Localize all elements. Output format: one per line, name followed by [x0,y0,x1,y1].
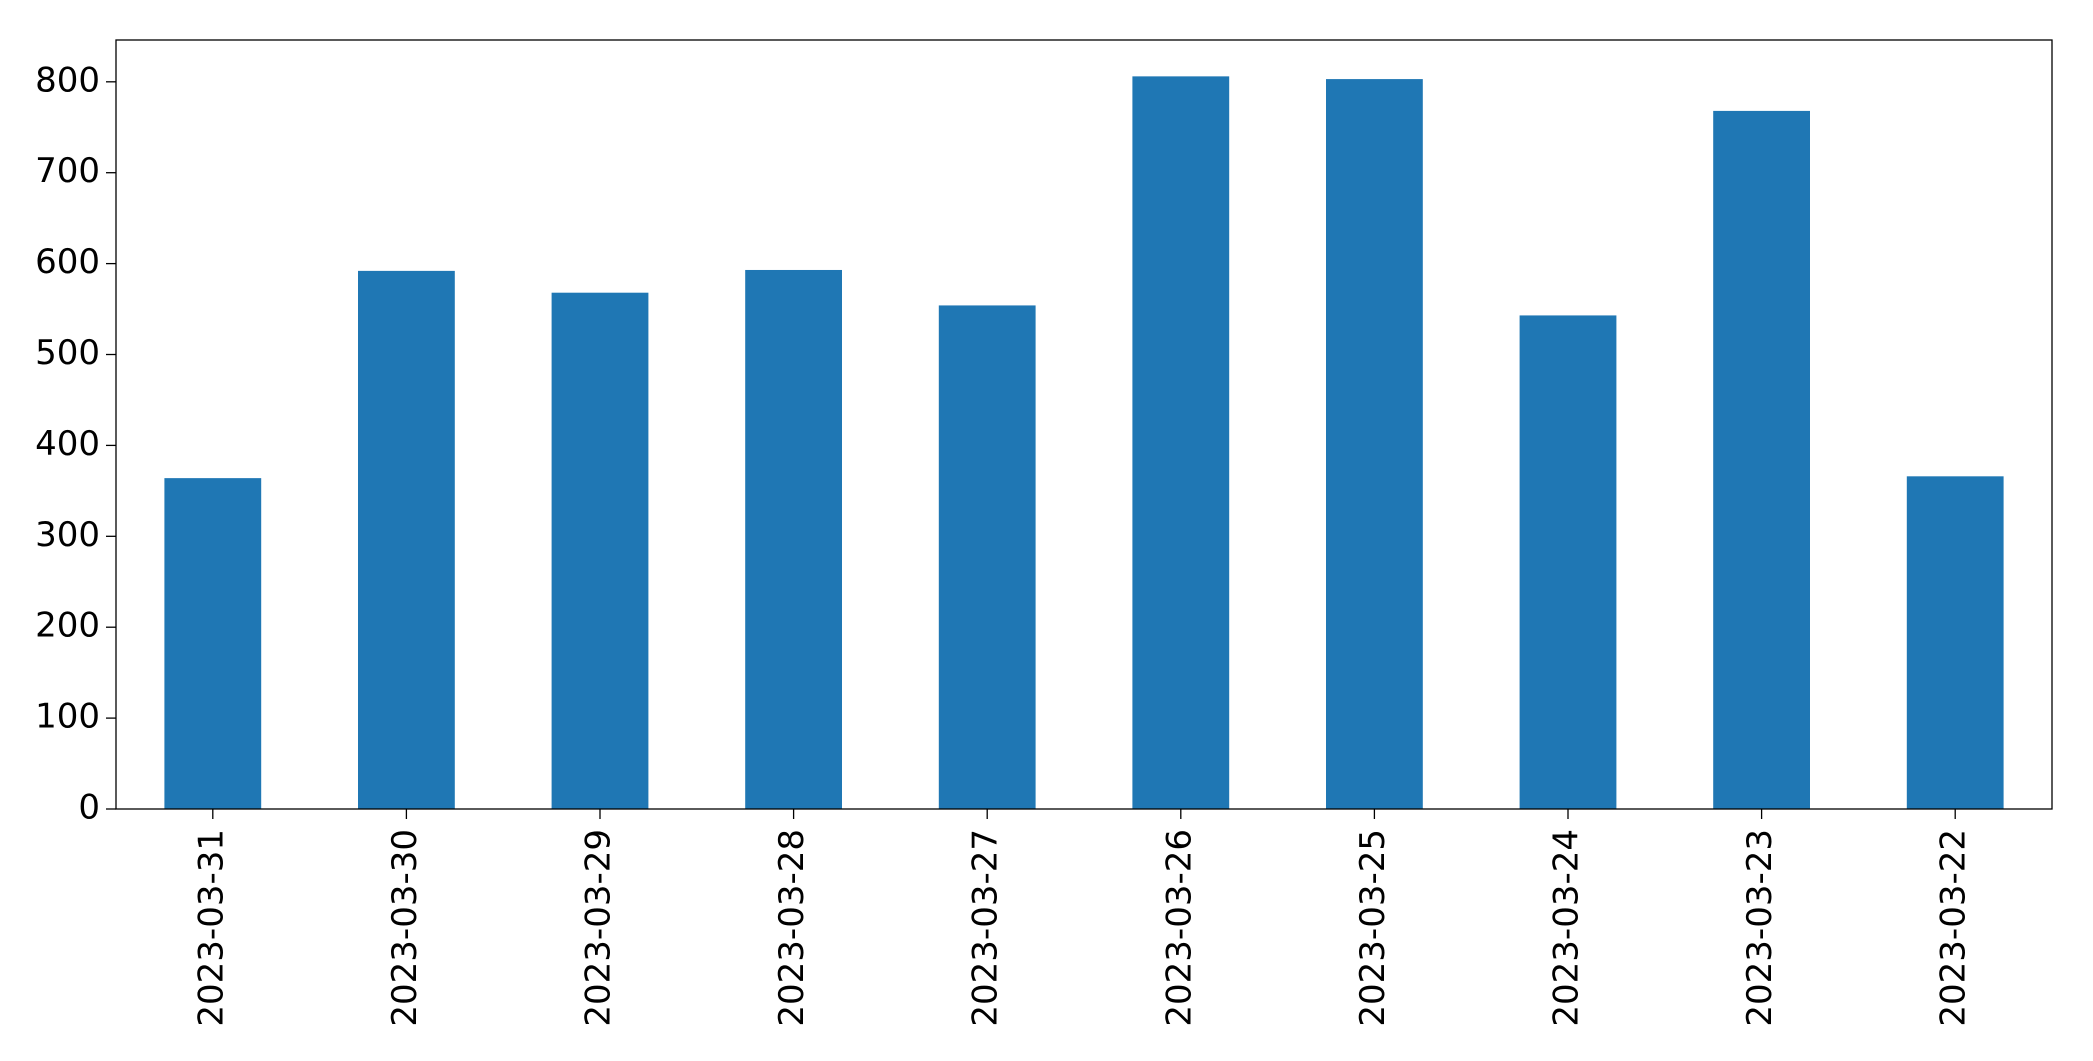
x-tick-label: 2023-03-24 [1547,829,1587,1027]
x-tick-label: 2023-03-26 [1159,829,1199,1027]
bar [551,292,649,809]
y-tick-label: 0 [78,788,100,828]
y-tick-label: 700 [35,151,100,191]
x-tick-label: 2023-03-29 [579,829,619,1027]
y-tick-label: 800 [35,60,100,100]
bar [1713,110,1810,810]
y-tick-label: 100 [35,697,100,737]
x-tick-label: 2023-03-30 [385,829,425,1027]
x-tick-label: 2023-03-23 [1740,829,1780,1027]
bar [1326,79,1423,809]
x-tick-label: 2023-03-25 [1353,829,1393,1027]
x-tick-label: 2023-03-22 [1934,829,1974,1027]
bar [938,305,1036,809]
bar [1132,76,1230,810]
bar [164,478,262,809]
x-tick-label: 2023-03-28 [772,829,812,1027]
y-tick-label: 400 [35,424,100,464]
y-tick-label: 200 [35,606,100,646]
bar [1906,476,2004,809]
x-tick-label: 2023-03-27 [966,829,1006,1027]
x-tick-label: 2023-03-31 [191,829,231,1027]
bar [1519,315,1617,809]
bar [358,270,455,809]
y-tick-label: 600 [35,242,100,282]
plot-frame [115,39,2053,810]
bar [745,269,842,810]
y-tick-label: 300 [35,515,100,555]
y-tick-label: 500 [35,333,100,373]
